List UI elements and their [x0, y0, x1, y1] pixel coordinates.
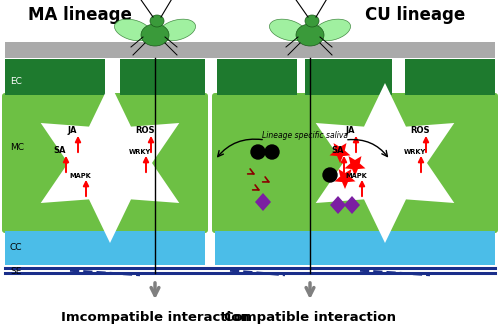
Text: MAPK: MAPK	[345, 173, 367, 179]
Circle shape	[251, 145, 265, 159]
Ellipse shape	[314, 19, 350, 41]
Polygon shape	[344, 196, 360, 214]
Polygon shape	[316, 83, 454, 243]
Text: MAPK: MAPK	[69, 173, 91, 179]
Text: SE: SE	[10, 267, 22, 276]
Bar	[405, 59, 495, 95]
Bar	[120, 59, 205, 95]
Text: Imcompatible interaction: Imcompatible interaction	[60, 311, 250, 323]
Polygon shape	[40, 83, 179, 243]
Bar	[5, 231, 205, 265]
Text: Compatible interaction: Compatible interaction	[224, 311, 396, 323]
FancyBboxPatch shape	[2, 93, 208, 233]
Circle shape	[323, 168, 337, 182]
Text: SA: SA	[54, 146, 66, 155]
Polygon shape	[334, 169, 355, 189]
Polygon shape	[330, 196, 346, 214]
Text: WRKY: WRKY	[404, 149, 426, 155]
Text: ROS: ROS	[135, 126, 155, 135]
Polygon shape	[255, 193, 271, 211]
Bar	[310, 59, 390, 95]
Text: Lineage specific saliva: Lineage specific saliva	[262, 130, 348, 140]
Bar	[217, 59, 297, 95]
FancyBboxPatch shape	[212, 93, 396, 233]
Text: CU lineage: CU lineage	[365, 6, 465, 24]
Bar	[305, 59, 392, 95]
Polygon shape	[344, 156, 366, 176]
Circle shape	[265, 145, 279, 159]
Bar	[215, 231, 393, 265]
Ellipse shape	[305, 15, 319, 27]
Text: MA lineage: MA lineage	[28, 6, 132, 24]
Ellipse shape	[150, 15, 164, 27]
Text: SA: SA	[332, 146, 344, 155]
Text: MC: MC	[10, 144, 24, 152]
Text: JA: JA	[67, 126, 77, 135]
Ellipse shape	[158, 19, 196, 41]
Ellipse shape	[270, 19, 306, 41]
Text: CC: CC	[10, 244, 22, 252]
Ellipse shape	[114, 19, 152, 41]
Text: JA: JA	[345, 126, 355, 135]
Text: ROS: ROS	[410, 126, 430, 135]
Ellipse shape	[141, 24, 169, 46]
Bar	[295, 231, 495, 265]
Text: EC: EC	[10, 78, 22, 86]
Text: WRKY: WRKY	[129, 149, 151, 155]
Polygon shape	[330, 143, 350, 163]
Ellipse shape	[296, 24, 324, 46]
FancyBboxPatch shape	[292, 93, 498, 233]
Bar	[5, 59, 105, 95]
Bar	[5, 42, 495, 58]
